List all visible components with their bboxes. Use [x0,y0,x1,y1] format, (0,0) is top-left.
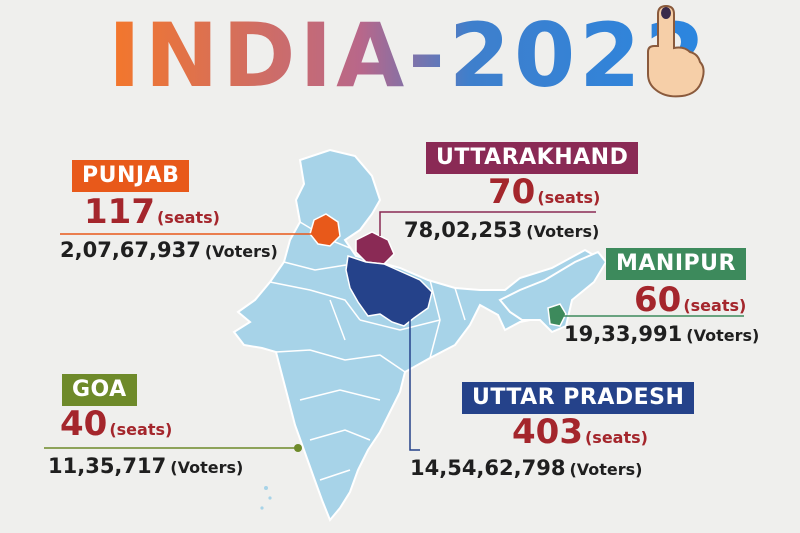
goa-seats-value: 40 [60,404,108,444]
uttar-pradesh-shape [345,255,433,327]
northeast-shape [498,250,608,334]
goa-voters-unit: (Voters) [170,458,244,477]
punjab-seats-unit: (seats) [156,208,220,227]
punjab-voters: 2,07,67,937 (Voters) [60,238,278,262]
uttarakhand-shape [355,231,395,265]
state-borders [269,221,466,481]
uttar-pradesh-seats: 403 (seats) [512,412,648,452]
uttarakhand-voters-value: 78,02,253 [404,218,523,242]
uttar-pradesh-badge: UTTAR PRADESH [462,382,695,414]
punjab-seats-value: 117 [84,192,155,232]
goa-seats: 40 (seats) [60,404,172,444]
punjab-seats: 117 (seats) [84,192,220,232]
manipur-voters-unit: (Voters) [686,326,760,345]
manipur-voters-value: 19,33,991 [564,322,683,346]
uttar-pradesh-voters: 14,54,62,798 (Voters) [410,456,643,480]
goa-voters: 11,35,717 (Voters) [48,454,243,478]
uttar-pradesh-leader-line [409,318,420,451]
uttar-pradesh-seats-value: 403 [512,412,583,452]
manipur-seats: 60 (seats) [634,280,746,320]
manipur-shape [547,303,567,327]
manipur-voters: 19,33,991 (Voters) [564,322,759,346]
manipur-seats-unit: (seats) [683,296,747,315]
uttarakhand-voters-unit: (Voters) [526,222,600,241]
islands [260,486,272,510]
title-graphic: INDIA-2022 [108,4,706,107]
uttar-pradesh-seats-unit: (seats) [584,428,648,447]
uttarakhand-leader-line [379,211,596,236]
uttarakhand-voters: 78,02,253 (Voters) [404,218,599,242]
voting-finger-icon [647,4,705,98]
uttar-pradesh-voters-value: 14,54,62,798 [410,456,566,480]
title-part-1: INDIA- [108,4,449,107]
punjab-voters-value: 2,07,67,937 [60,238,201,262]
uttarakhand-seats-value: 70 [488,172,536,212]
punjab-shape [309,213,341,247]
goa-seats-unit: (seats) [109,420,173,439]
goa-voters-value: 11,35,717 [48,454,167,478]
uttarakhand-seats: 70 (seats) [488,172,600,212]
punjab-voters-unit: (Voters) [204,242,278,261]
title-banner: INDIA-2022 [0,0,800,110]
manipur-badge: MANIPUR [606,248,746,280]
punjab-badge: PUNJAB [72,160,190,192]
goa-badge: GOA [62,374,137,406]
manipur-seats-value: 60 [634,280,682,320]
uttarakhand-badge: UTTARAKHAND [426,142,639,174]
uttar-pradesh-voters-unit: (Voters) [569,460,643,479]
uttarakhand-seats-unit: (seats) [537,188,601,207]
